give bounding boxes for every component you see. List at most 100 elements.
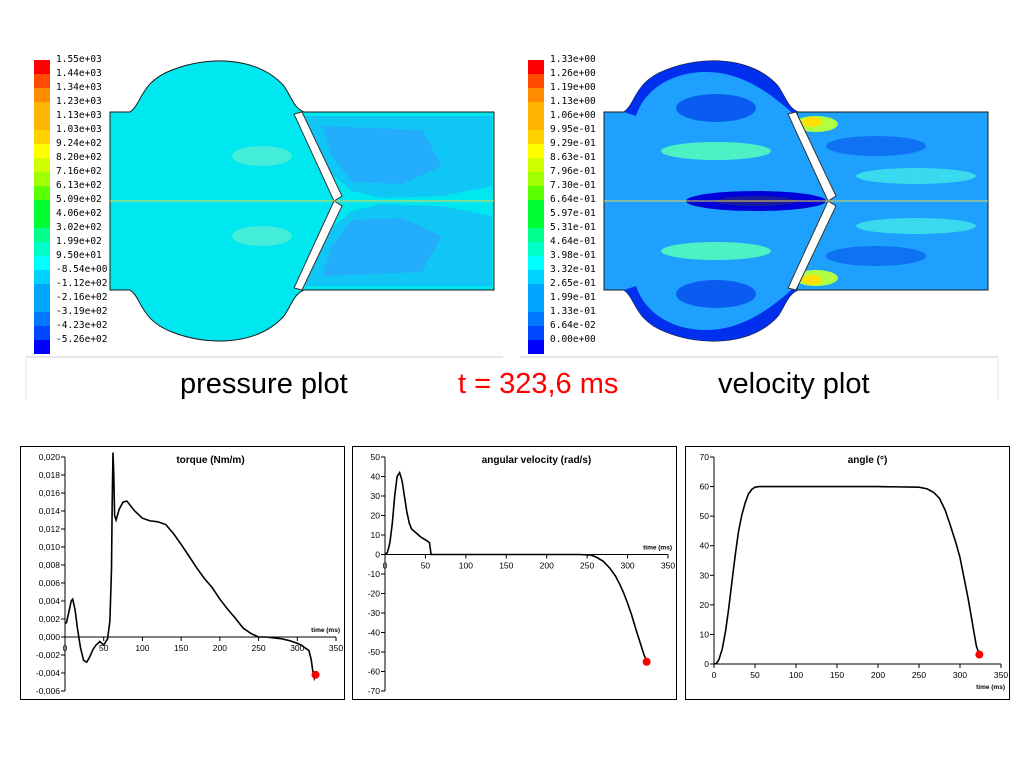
y-tick-label: -60: [368, 667, 381, 677]
legend-swatch: [528, 144, 544, 158]
legend-label: 1.34e+03: [56, 82, 102, 93]
y-tick-label: 0,012: [39, 524, 61, 534]
series-line: [384, 470, 648, 663]
time-caption: t = 323,6 ms: [458, 368, 619, 400]
velocity-panel: 1.33e+00 1.26e+00 1.19e+00 1.13e+00 1.06e+00…: [516, 46, 1000, 358]
legend-swatch: [34, 158, 50, 172]
legend-label: 8.63e-01: [550, 152, 596, 163]
x-tick-label: 200: [213, 643, 227, 653]
y-tick-label: 0,014: [39, 506, 61, 516]
pressure-lower-core-upper: [322, 126, 442, 184]
legend-label: 4.06e+02: [56, 208, 102, 219]
legend-label: -8.54e+00: [56, 264, 108, 275]
legend-swatch: [528, 270, 544, 284]
x-tick-label: 250: [580, 561, 594, 571]
legend-label: 1.13e+00: [550, 96, 596, 107]
x-tick-label: 100: [459, 561, 473, 571]
legend-swatch: [528, 228, 544, 242]
legend-label: -1.12e+02: [56, 278, 108, 289]
velocity-plot-caption: velocity plot: [718, 368, 870, 400]
legend-swatch: [528, 172, 544, 186]
legend-label: 7.16e+02: [56, 166, 102, 177]
x-tick-label: 350: [329, 643, 343, 653]
y-tick-label: 60: [700, 482, 710, 492]
legend-label: 7.96e-01: [550, 166, 596, 177]
legend-label: -3.19e+02: [56, 306, 108, 317]
chart-title: torque (Nm/m): [176, 455, 244, 466]
legend-label: 6.64e-02: [550, 320, 596, 331]
legend-label: 1.03e+03: [56, 124, 102, 135]
legend-label: 1.99e-01: [550, 292, 596, 303]
valve-leaflet-upper: [787, 111, 837, 202]
legend-swatch: [528, 60, 544, 74]
legend-swatch: [528, 214, 544, 228]
x-axis-title: time (ms): [311, 627, 340, 634]
y-tick-label: 30: [371, 491, 381, 501]
pressure-contour-plot: [109, 60, 495, 342]
legend-label: 1.13e+03: [56, 110, 102, 121]
legend-swatch: [34, 312, 50, 326]
legend-label: 6.13e+02: [56, 180, 102, 191]
legend-label: 1.19e+00: [550, 82, 596, 93]
y-tick-label: 0,004: [39, 596, 61, 606]
legend-label: 1.06e+00: [550, 110, 596, 121]
legend-swatch: [528, 242, 544, 256]
y-tick-label: 40: [371, 472, 381, 482]
legend-label: -2.16e+02: [56, 292, 108, 303]
y-tick-label: 20: [371, 511, 381, 521]
y-tick-label: 20: [700, 600, 710, 610]
y-tick-label: -70: [368, 686, 381, 696]
legend-label: 9.29e-01: [550, 138, 596, 149]
legend-label: 5.09e+02: [56, 194, 102, 205]
legend-label: 1.44e+03: [56, 68, 102, 79]
x-tick-label: 50: [99, 643, 109, 653]
angular-velocity-chart-svg: angular velocity (rad/s)50403020100-10-2…: [368, 452, 676, 696]
legend-swatch: [528, 200, 544, 214]
legend-label: 9.24e+02: [56, 138, 102, 149]
pressure-plot-caption: pressure plot: [180, 368, 348, 400]
y-tick-label: -20: [368, 589, 381, 599]
legend-label: 1.26e+00: [550, 68, 596, 79]
y-tick-label: -40: [368, 628, 381, 638]
legend-label: -5.26e+02: [56, 334, 108, 345]
y-tick-label: 50: [371, 452, 381, 462]
x-tick-label: 350: [661, 561, 675, 571]
series-line: [64, 452, 317, 682]
legend-label: 1.55e+03: [56, 54, 102, 65]
y-tick-label: -0,004: [36, 668, 60, 678]
y-tick-label: -30: [368, 608, 381, 618]
legend-label: 7.30e-01: [550, 180, 596, 191]
legend-label: 4.64e-01: [550, 236, 596, 247]
y-tick-label: 50: [700, 511, 710, 521]
legend-label: 1.33e-01: [550, 306, 596, 317]
valve-leaflet-lower: [787, 200, 837, 291]
x-tick-label: 0: [383, 561, 388, 571]
legend-swatch: [528, 340, 544, 354]
x-axis-title: time (ms): [643, 545, 672, 552]
velocity-wall-layer-lower: [624, 284, 798, 342]
x-tick-label: 350: [994, 670, 1008, 680]
legend-label: 1.23e+03: [56, 96, 102, 107]
legend-swatch: [528, 326, 544, 340]
legend-swatch: [34, 242, 50, 256]
angle-chart: angle (°) 70 60 50 40 30 20 10 0 0 50 100 150 200 250 3…: [685, 446, 1010, 700]
legend-swatch: [528, 116, 544, 130]
legend-swatch: [34, 326, 50, 340]
legend-swatch: [34, 270, 50, 284]
y-tick-label: 0,010: [39, 542, 61, 552]
y-tick-label: 10: [700, 629, 710, 639]
caption-frame: [25, 356, 999, 400]
current-time-marker: [311, 670, 320, 679]
legend-swatch: [528, 256, 544, 270]
legend-swatch: [34, 340, 50, 354]
x-tick-label: 0: [712, 670, 717, 680]
y-tick-label: 0,002: [39, 614, 61, 624]
legend-label: 3.32e-01: [550, 264, 596, 275]
legend-swatch: [34, 116, 50, 130]
y-tick-label: 30: [700, 570, 710, 580]
legend-label: 1.33e+00: [550, 54, 596, 65]
legend-label: 6.64e-01: [550, 194, 596, 205]
legend-swatch: [528, 284, 544, 298]
legend-swatch: [528, 186, 544, 200]
x-tick-label: 100: [135, 643, 149, 653]
